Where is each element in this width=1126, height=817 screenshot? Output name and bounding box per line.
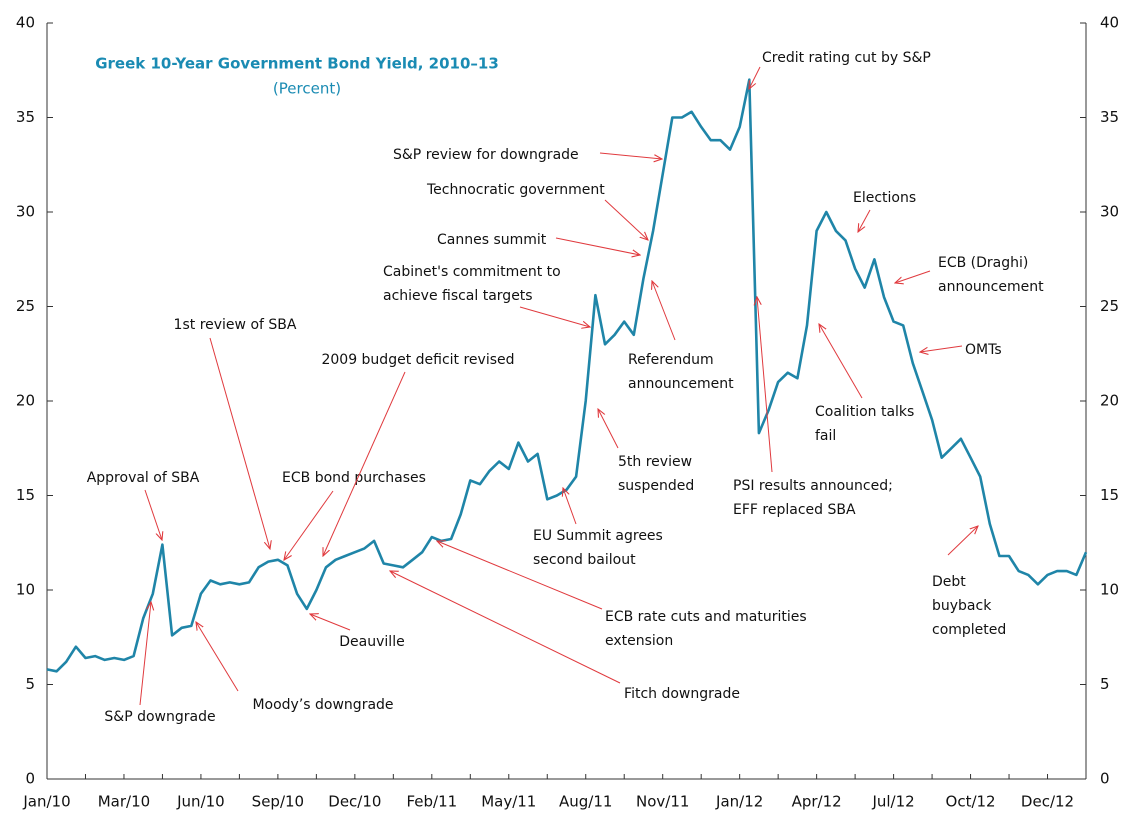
annotation: completed <box>932 622 1006 638</box>
x-tick-label: Jan/12 <box>715 793 763 811</box>
y2-tick-label: 35 <box>1100 108 1119 126</box>
x-tick-label: Nov/11 <box>636 793 689 811</box>
annotation: Moody’s downgrade <box>252 697 393 713</box>
annotation: S&P review for downgrade <box>393 147 579 163</box>
y-tick-label: 35 <box>16 108 35 126</box>
x-tick-label: Dec/12 <box>1021 793 1074 811</box>
x-tick-label: Dec/10 <box>328 793 381 811</box>
x-tick-label: Jul/12 <box>871 793 914 811</box>
chart-title: Greek 10-Year Government Bond Yield, 201… <box>95 55 499 73</box>
y-tick-label: 5 <box>25 675 35 693</box>
y2-tick-label: 15 <box>1100 486 1119 504</box>
annotation: Elections <box>853 190 916 206</box>
annotation-arrow <box>920 345 963 352</box>
annotation: suspended <box>618 478 694 494</box>
y2-tick-label: 10 <box>1100 581 1119 599</box>
annotation-arrow <box>139 602 151 706</box>
annotation: announcement <box>938 279 1044 295</box>
annotation: extension <box>605 633 673 649</box>
annotation: OMTs <box>965 342 1002 358</box>
annotation-arrow <box>284 490 334 560</box>
annotation: Debt <box>932 574 966 590</box>
y2-tick-label: 25 <box>1100 297 1119 315</box>
annotation: EU Summit agrees <box>533 528 663 544</box>
annotation: Technocratic government <box>426 182 605 198</box>
annotation: buyback <box>932 598 992 614</box>
x-tick-label: Jun/10 <box>176 793 225 811</box>
x-tick-label: Oct/12 <box>946 793 996 811</box>
y-tick-label: 10 <box>16 581 35 599</box>
annotation: Approval of SBA <box>87 470 200 486</box>
annotation-arrow <box>598 409 619 449</box>
y2-tick-label: 0 <box>1100 770 1110 788</box>
annotation-arrow <box>895 270 931 283</box>
y-tick-label: 40 <box>16 14 35 32</box>
annotation: Deauville <box>339 634 404 650</box>
annotation-arrow <box>858 209 871 232</box>
y-tick-label: 15 <box>16 486 35 504</box>
x-tick-label: Jan/10 <box>22 793 70 811</box>
annotation: 2009 budget deficit revised <box>321 352 514 368</box>
x-tick-label: Mar/10 <box>98 793 150 811</box>
annotation: PSI results announced; <box>733 478 893 494</box>
y2-tick-label: 30 <box>1100 203 1119 221</box>
y-tick-label: 0 <box>25 770 35 788</box>
y2-tick-label: 40 <box>1100 14 1119 32</box>
annotation: fail <box>815 428 836 444</box>
y-tick-label: 25 <box>16 297 35 315</box>
annotation-arrow <box>757 297 773 473</box>
annotation-arrow <box>749 66 761 89</box>
x-tick-label: Aug/11 <box>559 793 612 811</box>
annotation: EFF replaced SBA <box>733 502 856 518</box>
annotation: Credit rating cut by S&P <box>762 50 931 66</box>
annotation: Cabinet's commitment to <box>383 264 561 280</box>
annotation-arrow <box>437 541 603 610</box>
annotation: 5th review <box>618 454 692 470</box>
y-tick-label: 30 <box>16 203 35 221</box>
annotation: second bailout <box>533 552 636 568</box>
annotation-arrow <box>196 622 239 692</box>
annotation-arrow <box>604 199 648 240</box>
annotation: Coalition talks <box>815 404 914 420</box>
annotation: ECB bond purchases <box>282 470 426 486</box>
annotation-arrow <box>390 571 621 684</box>
annotation-arrow <box>819 324 863 399</box>
annotation: ECB rate cuts and maturities <box>605 609 807 625</box>
annotation: ECB (Draghi) <box>938 255 1028 271</box>
chart-subtitle: (Percent) <box>273 80 341 98</box>
x-tick-label: Apr/12 <box>792 793 842 811</box>
y2-tick-label: 5 <box>1100 675 1110 693</box>
annotation: Referendum <box>628 352 714 368</box>
annotation-arrow <box>599 152 662 159</box>
annotation-arrow <box>563 488 577 525</box>
y2-tick-label: 20 <box>1100 392 1119 410</box>
annotation-arrow <box>310 614 351 631</box>
annotation-arrow <box>519 306 590 327</box>
annotation: achieve fiscal targets <box>383 288 533 304</box>
x-tick-label: May/11 <box>481 793 536 811</box>
annotation-arrow <box>555 237 640 255</box>
y-tick-label: 20 <box>16 392 35 410</box>
x-tick-label: Sep/10 <box>252 793 304 811</box>
series-line <box>46 78 1088 673</box>
annotation-arrow <box>144 489 162 540</box>
annotation-arrow <box>652 281 676 341</box>
annotation: 1st review of SBA <box>174 317 297 333</box>
annotation-arrow <box>209 337 270 549</box>
annotation: announcement <box>628 376 734 392</box>
annotation-arrow <box>323 371 406 556</box>
annotation: Cannes summit <box>437 232 547 248</box>
annotation: Fitch downgrade <box>624 686 740 702</box>
x-tick-label: Feb/11 <box>406 793 457 811</box>
annotation-arrow <box>947 526 978 556</box>
annotation: S&P downgrade <box>104 709 215 725</box>
